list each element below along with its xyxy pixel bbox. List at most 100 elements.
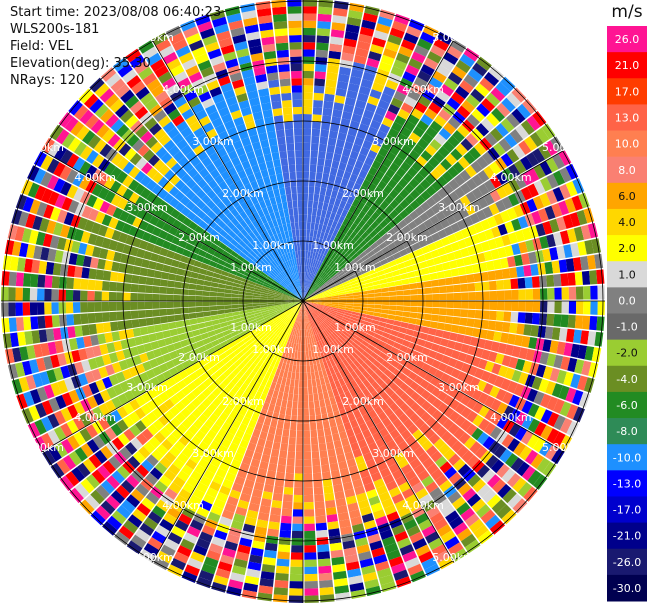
velocity-gate <box>406 525 421 537</box>
velocity-gate <box>447 116 461 130</box>
velocity-gate <box>113 451 127 465</box>
velocity-gate <box>484 132 498 147</box>
velocity-gate <box>423 280 432 288</box>
velocity-gate <box>336 258 344 266</box>
velocity-gate <box>268 274 275 280</box>
velocity-gate <box>356 130 367 140</box>
velocity-gate <box>346 247 354 256</box>
velocity-gate <box>276 420 284 429</box>
velocity-gate <box>18 242 29 258</box>
velocity-gate <box>104 190 116 204</box>
velocity-gate <box>283 355 289 364</box>
velocity-gate <box>436 199 448 211</box>
velocity-gate <box>431 387 442 398</box>
velocity-gate <box>289 49 302 57</box>
velocity-gate <box>243 479 255 489</box>
velocity-gate <box>362 12 378 23</box>
velocity-gate <box>506 207 518 221</box>
velocity-gate <box>312 458 321 467</box>
velocity-gate <box>291 85 302 93</box>
velocity-gate <box>144 293 153 301</box>
velocity-gate <box>568 301 577 314</box>
velocity-gate <box>527 470 542 486</box>
velocity-gate <box>187 357 198 366</box>
velocity-gate <box>316 304 324 308</box>
velocity-gate <box>340 437 350 447</box>
velocity-gate <box>486 216 498 228</box>
velocity-gate <box>316 278 323 285</box>
velocity-gate <box>354 160 364 170</box>
velocity-gate <box>334 279 342 285</box>
velocity-gate <box>434 114 447 128</box>
velocity-gate <box>182 248 192 258</box>
velocity-gate <box>137 293 145 301</box>
velocity-gate <box>260 29 274 39</box>
velocity-gate <box>338 125 349 135</box>
velocity-gate <box>307 386 313 395</box>
velocity-gate <box>212 474 225 485</box>
velocity-gate <box>514 229 525 243</box>
velocity-gate <box>152 278 161 286</box>
velocity-gate <box>497 342 507 354</box>
velocity-gate <box>105 441 119 455</box>
velocity-gate <box>416 281 425 289</box>
velocity-gate <box>48 446 62 462</box>
velocity-gate <box>485 454 499 469</box>
velocity-gate <box>361 397 370 407</box>
velocity-gate <box>476 464 491 479</box>
velocity-gate <box>109 180 122 194</box>
velocity-gate <box>323 290 331 295</box>
velocity-gate <box>301 301 303 309</box>
velocity-gate <box>175 320 184 328</box>
velocity-gate <box>198 167 210 179</box>
velocity-gate <box>298 315 301 323</box>
velocity-gate <box>231 482 244 493</box>
velocity-gate <box>373 333 382 340</box>
velocity-gate <box>527 167 540 183</box>
velocity-gate <box>100 500 116 515</box>
velocity-gate <box>248 316 257 322</box>
velocity-gate <box>364 156 375 167</box>
velocity-gate <box>331 244 338 253</box>
velocity-gate <box>181 360 191 370</box>
velocity-gate <box>223 368 232 378</box>
velocity-gate <box>274 305 283 309</box>
velocity-gate <box>24 330 34 345</box>
velocity-gate <box>352 268 361 275</box>
velocity-gate <box>109 98 124 113</box>
velocity-gate <box>53 367 64 381</box>
velocity-gate <box>223 51 237 62</box>
velocity-gate <box>539 351 550 365</box>
velocity-gate <box>173 150 185 163</box>
velocity-gate <box>529 131 544 148</box>
velocity-gate <box>368 409 378 419</box>
velocity-gate <box>254 328 263 335</box>
velocity-gate <box>301 272 303 280</box>
velocity-gate <box>456 445 469 458</box>
velocity-gate <box>275 195 282 204</box>
velocity-gate <box>297 322 300 330</box>
velocity-gate <box>75 337 85 349</box>
velocity-gate <box>508 232 519 245</box>
velocity-gate <box>370 272 379 279</box>
velocity-gate <box>291 282 296 289</box>
velocity-gate <box>248 419 257 429</box>
velocity-gate <box>363 257 372 265</box>
velocity-gate <box>471 108 486 123</box>
velocity-gate <box>303 193 309 201</box>
velocity-gate <box>286 276 292 284</box>
velocity-gate <box>390 346 400 355</box>
velocity-gate <box>247 242 255 251</box>
velocity-gate <box>424 307 433 314</box>
velocity-gate <box>300 308 302 316</box>
velocity-gate <box>379 401 389 412</box>
velocity-gate <box>211 16 228 28</box>
velocity-gate <box>202 257 211 265</box>
velocity-gate <box>316 363 322 372</box>
velocity-gate <box>249 388 258 398</box>
velocity-gate <box>386 339 395 347</box>
velocity-gate <box>413 446 426 458</box>
velocity-gate <box>231 376 240 385</box>
velocity-gate <box>1 317 10 333</box>
velocity-gate <box>322 330 329 338</box>
